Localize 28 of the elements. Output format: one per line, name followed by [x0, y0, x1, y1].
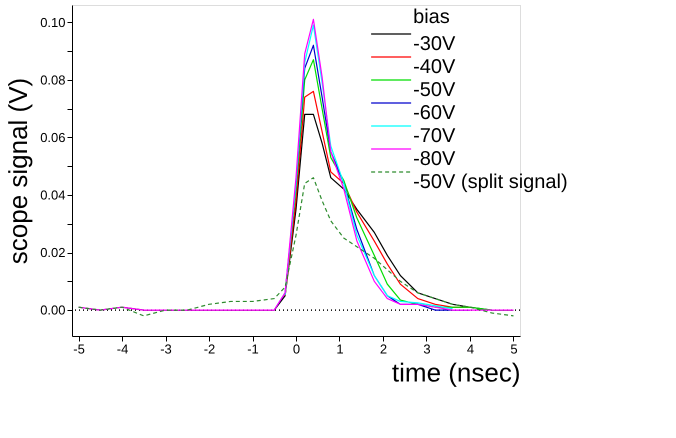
y-tick-label: 0.04	[40, 187, 66, 202]
x-tick-label: -5	[73, 342, 85, 356]
x-axis-title: time (nsec)	[392, 358, 520, 388]
x-tick-label: 4	[466, 342, 474, 356]
x-tick-label: 5	[510, 342, 518, 356]
y-tick-label: 0.00	[40, 302, 66, 318]
legend-title: bias	[413, 6, 450, 28]
legend-label: -50V (split signal)	[413, 171, 568, 193]
x-tick-label: -4	[116, 342, 128, 356]
x-tick-label: -2	[204, 342, 216, 356]
y-axis-title: scope signal (V)	[3, 78, 34, 264]
y-tick-label: 0.10	[40, 14, 66, 30]
legend-label: -30V	[413, 33, 456, 55]
legend-label: -80V	[413, 148, 456, 170]
x-tick-label: 3	[423, 342, 431, 356]
legend-label: -70V	[413, 125, 456, 147]
legend-label: -50V	[413, 79, 456, 101]
legend-label: -40V	[413, 56, 456, 78]
legend-label: -60V	[413, 102, 456, 124]
x-tick-label: 0	[292, 342, 300, 356]
y-tick-label: 0.08	[40, 72, 66, 88]
x-tick-label: 1	[336, 342, 344, 356]
y-tick-label: 0.06	[40, 130, 66, 145]
x-tick-label: -1	[247, 342, 259, 356]
line-series	[284, 24, 454, 310]
x-tick-label: 2	[380, 342, 388, 356]
x-tick-label: -3	[160, 342, 172, 356]
y-tick-label: 0.02	[40, 245, 66, 260]
